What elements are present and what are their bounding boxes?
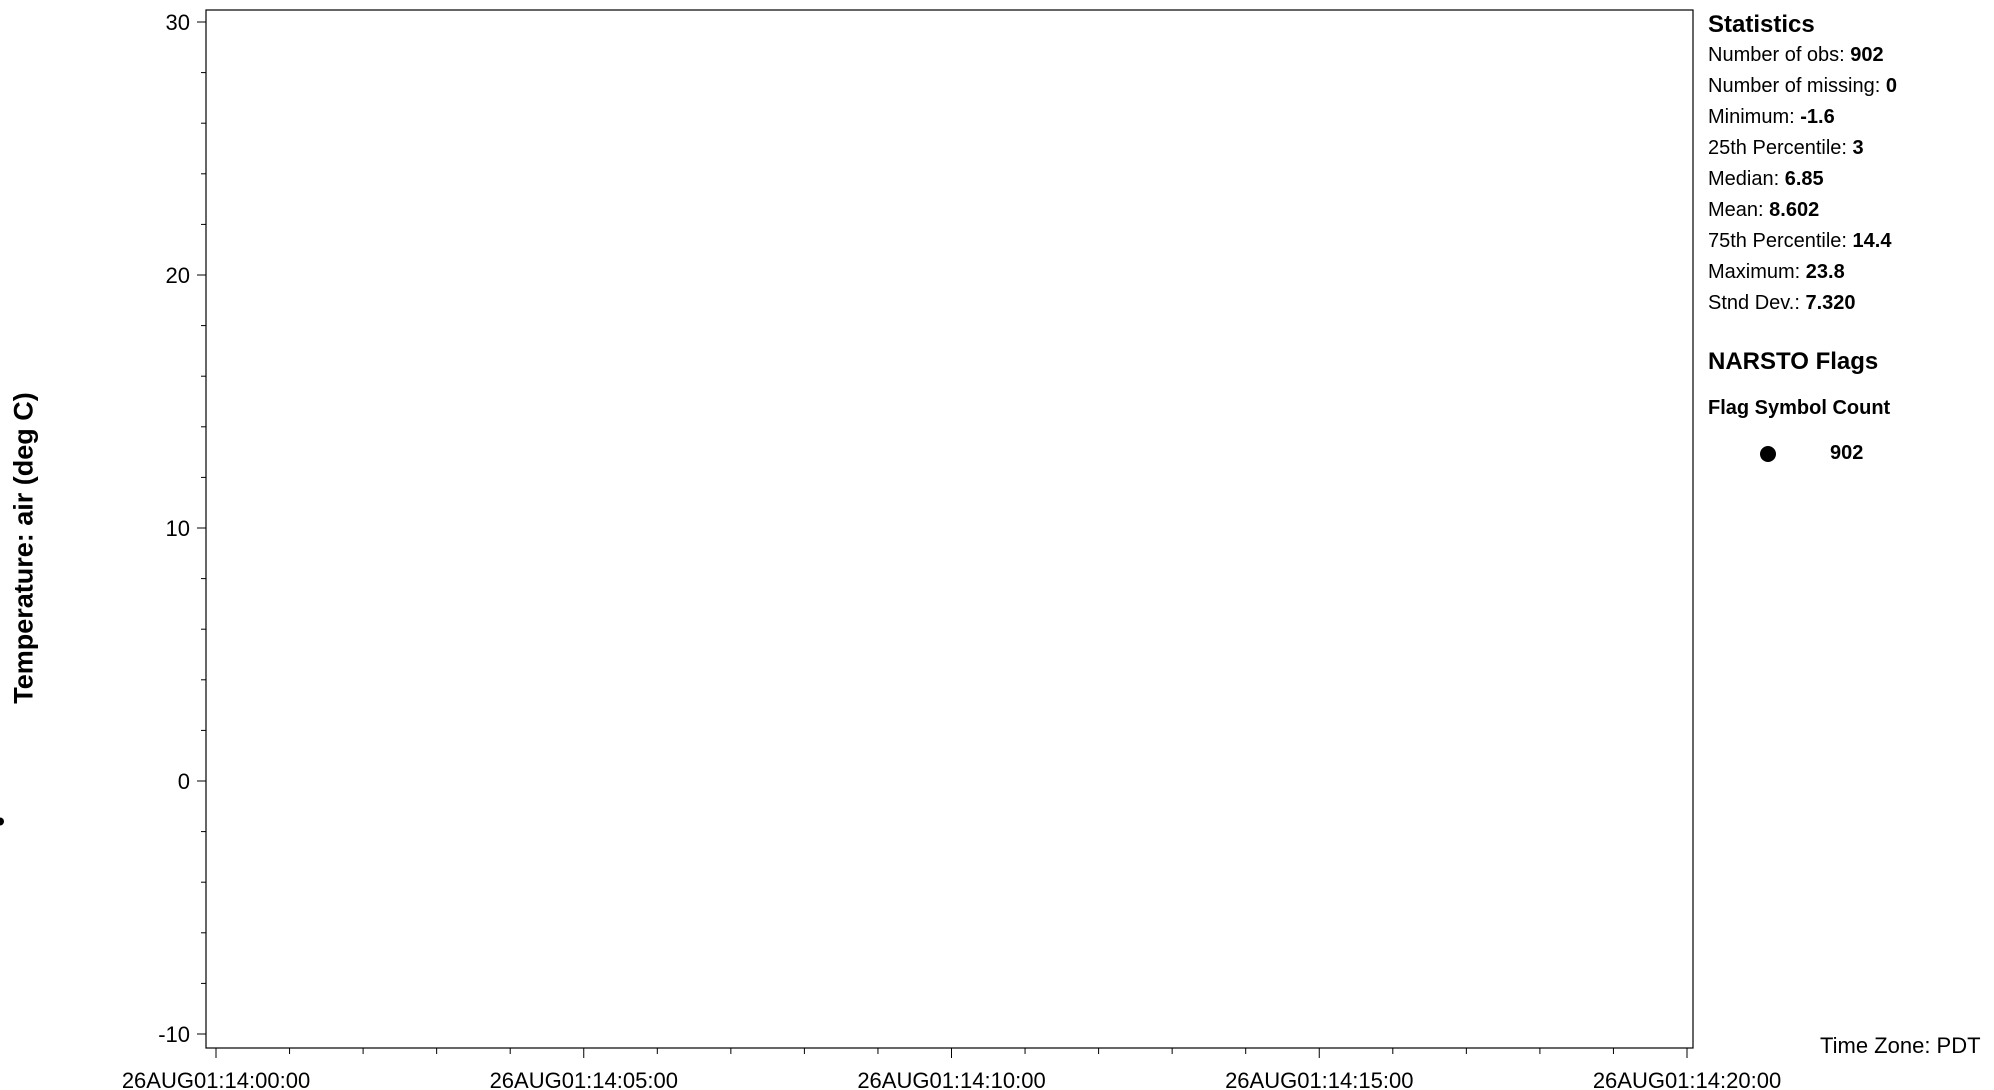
- statistics-panel: Statistics Number of obs: 902 Number of m…: [1708, 10, 1897, 319]
- stat-label: 75th Percentile:: [1708, 230, 1853, 252]
- stat-row: Minimum: -1.6: [1708, 102, 1897, 133]
- flag-count: 902: [1830, 442, 1864, 464]
- stat-row: Mean: 8.602: [1708, 195, 1897, 226]
- stat-label: Maximum:: [1708, 261, 1806, 283]
- y-tick-label: -10: [158, 1022, 190, 1047]
- stat-value: 7.320: [1805, 292, 1856, 314]
- plot-frame: [205, 9, 1694, 1049]
- stat-row: 75th Percentile: 14.4: [1708, 226, 1897, 257]
- y-tick-label: 10: [166, 516, 190, 541]
- statistics-title: Statistics: [1708, 11, 1815, 38]
- axes: -10 0 10 20 30 26AUG01:14:00:00 26AUG01:14:05:…: [122, 9, 1781, 1090]
- stat-value: 902: [1850, 44, 1884, 66]
- stat-label: Stnd Dev.:: [1708, 292, 1806, 314]
- stat-value: 14.4: [1852, 230, 1892, 252]
- statistics-rows: Number of obs: 902 Number of missing: 0 Mi…: [1708, 40, 1897, 319]
- flag-symbol-icon: [1760, 446, 1776, 462]
- x-tick-label: 26AUG01:14:00:00: [122, 1068, 310, 1090]
- stat-value: 3: [1852, 137, 1864, 159]
- x-tick-label: 26AUG01:14:10:00: [857, 1068, 1045, 1090]
- stat-label: Number of obs:: [1708, 44, 1851, 66]
- stat-label: Number of missing:: [1708, 75, 1886, 97]
- y-tick-label: 20: [166, 263, 190, 288]
- stat-value: 0: [1885, 75, 1897, 97]
- stat-label: 25th Percentile:: [1708, 137, 1853, 159]
- stat-value: 23.8: [1805, 261, 1845, 283]
- stat-row: Stnd Dev.: 7.320: [1708, 288, 1897, 319]
- x-tick-label: 26AUG01:14:05:00: [490, 1068, 678, 1090]
- flags-title: NARSTO Flags: [1708, 348, 1879, 375]
- stat-row: Maximum: 23.8: [1708, 257, 1897, 288]
- stat-row: Number of obs: 902: [1708, 40, 1897, 71]
- x-tick-label: 26AUG01:14:20:00: [1593, 1068, 1781, 1090]
- stat-label: Minimum:: [1708, 106, 1801, 128]
- y-axis-label: Temperature: air (deg C): [8, 392, 39, 704]
- data-points: [0, 817, 4, 826]
- y-tick-label: 0: [178, 769, 190, 794]
- timezone-label: Time Zone: PDT: [1820, 1033, 1981, 1058]
- y-tick-label: 30: [166, 10, 190, 35]
- stat-label: Median:: [1708, 168, 1785, 190]
- stat-row: 25th Percentile: 3: [1708, 133, 1897, 164]
- stat-value: 8.602: [1769, 199, 1820, 221]
- x-tick-label: 26AUG01:14:15:00: [1225, 1068, 1413, 1090]
- stat-value: 6.85: [1784, 168, 1824, 190]
- stat-value: -1.6: [1800, 106, 1835, 128]
- stat-row: Median: 6.85: [1708, 164, 1897, 195]
- data-point: [0, 817, 4, 826]
- flags-column-header: Flag Symbol Count: [1708, 397, 1891, 419]
- stat-label: Mean:: [1708, 199, 1770, 221]
- stat-row: Number of missing: 0: [1708, 71, 1897, 102]
